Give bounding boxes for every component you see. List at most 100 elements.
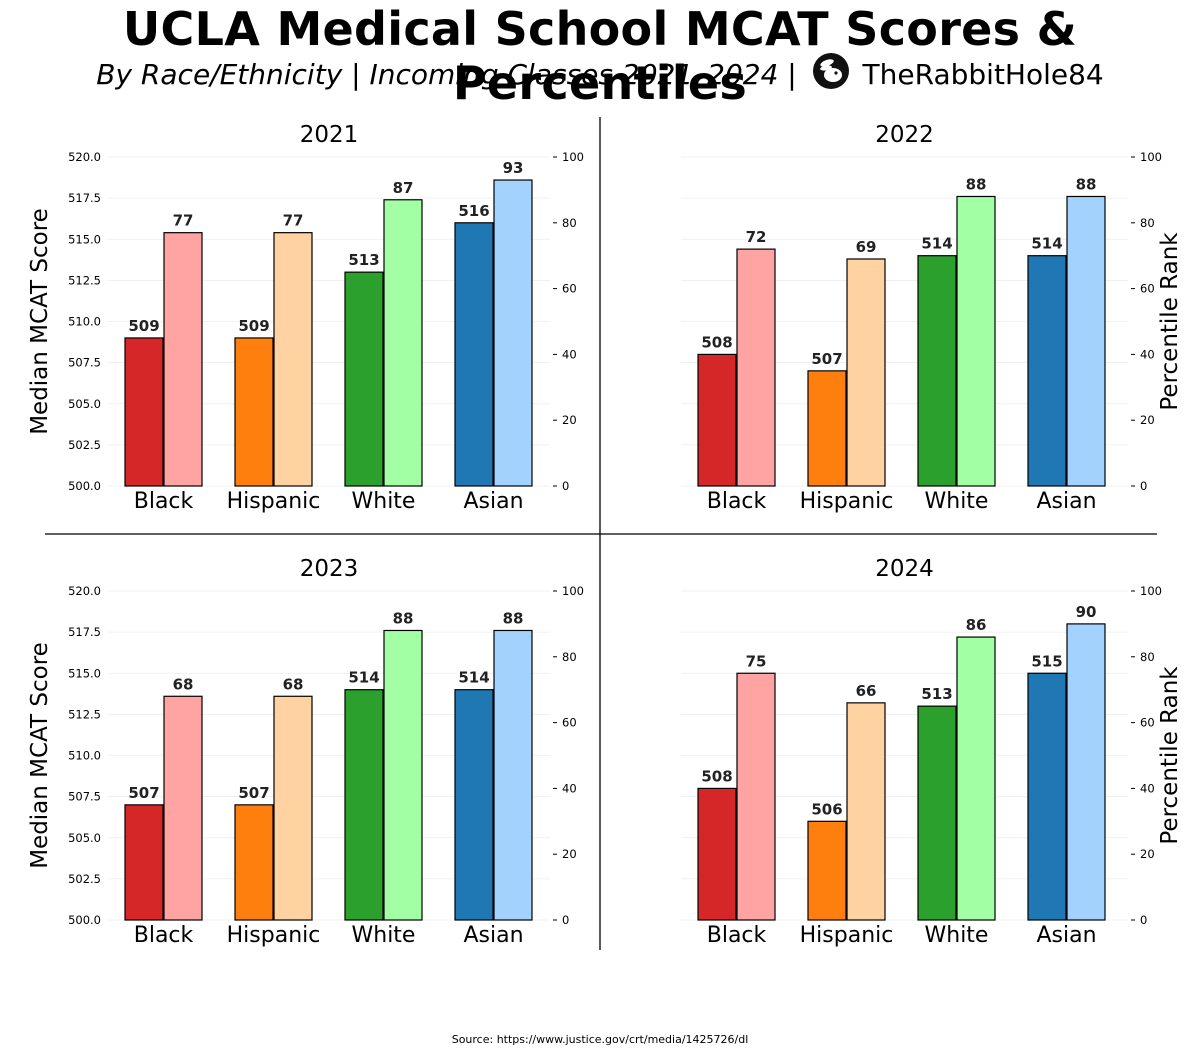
percentile-label-white: 87: [393, 179, 414, 197]
percentile-label-hispanic: 69: [856, 238, 877, 256]
y2-tick-label: 60: [562, 716, 577, 730]
percentile-label-black: 72: [746, 228, 767, 246]
score-label-asian: 514: [1031, 235, 1062, 253]
score-label-asian: 516: [458, 202, 489, 220]
bar-percentile-asian: [493, 179, 533, 487]
y-tick-label: 515.0: [68, 232, 101, 246]
y-tick-label: 507.5: [68, 790, 101, 804]
score-label-hispanic: 509: [238, 317, 269, 335]
score-label-black: 508: [701, 767, 732, 785]
category-label-asian: Asian: [1036, 489, 1096, 514]
bar-percentile-black: [736, 248, 776, 487]
percentile-label-asian: 90: [1076, 603, 1097, 621]
y-tick-label: 500.0: [68, 479, 101, 493]
chart-title: 2023: [300, 556, 359, 582]
page-title: UCLA Medical School MCAT Scores & Percen…: [122, 2, 1078, 110]
y2-tick-label: 60: [1140, 282, 1155, 296]
score-label-white: 513: [348, 251, 379, 269]
bar-percentile-white: [956, 636, 996, 921]
chart-title: 2022: [875, 122, 934, 148]
percentile-label-white: 88: [393, 609, 414, 627]
y-axis-label: Median MCAT Score: [27, 208, 53, 435]
y2-tick-label: 80: [562, 216, 577, 230]
y2-tick-label: 40: [562, 781, 577, 795]
y2-tick-label: 20: [1140, 847, 1155, 861]
chart-title: 2021: [300, 122, 359, 148]
category-label-asian: Asian: [1036, 923, 1096, 948]
y2-tick-label: 60: [1140, 716, 1155, 730]
bar-score-black: [124, 337, 164, 487]
y-tick-label: 520.0: [68, 150, 101, 164]
bar-score-black: [124, 804, 164, 921]
y-tick-label: 510.0: [68, 749, 101, 763]
y-tick-label: 505.0: [68, 397, 101, 411]
score-label-hispanic: 507: [238, 784, 269, 802]
category-label-asian: Asian: [463, 489, 523, 514]
bar-percentile-asian: [1066, 623, 1106, 921]
y-tick-label: 502.5: [68, 438, 101, 452]
percentile-label-black: 75: [746, 652, 767, 670]
y2-axis-label: Percentile Rank: [1157, 666, 1183, 845]
bar-score-black: [697, 787, 737, 921]
category-label-white: White: [925, 923, 989, 948]
subtitle: By Race/Ethnicity | Incoming Classes 202…: [0, 52, 1200, 93]
category-label-asian: Asian: [463, 923, 523, 948]
bar-percentile-hispanic: [273, 232, 313, 487]
bar-score-hispanic: [234, 804, 274, 921]
y-tick-label: 512.5: [68, 707, 101, 721]
y-tick-label: 517.5: [68, 191, 101, 205]
score-label-asian: 514: [458, 669, 489, 687]
score-label-white: 514: [921, 235, 952, 253]
category-label-black: Black: [134, 923, 194, 948]
percentile-label-hispanic: 77: [283, 212, 304, 230]
y2-tick-label: 100: [562, 150, 584, 164]
bar-score-hispanic: [807, 370, 847, 487]
rabbit-logo-icon: [812, 53, 849, 89]
bar-score-white: [344, 271, 384, 487]
y-tick-label: 515.0: [68, 666, 101, 680]
y-tick-label: 510.0: [68, 315, 101, 329]
category-label-white: White: [352, 923, 416, 948]
bar-score-white: [344, 689, 384, 921]
percentile-label-hispanic: 66: [856, 682, 877, 700]
score-label-asian: 515: [1031, 652, 1062, 670]
y2-tick-label: 20: [1140, 413, 1155, 427]
y-tick-label: 507.5: [68, 356, 101, 370]
y2-tick-label: 80: [562, 650, 577, 664]
y2-tick-label: 100: [1140, 150, 1162, 164]
score-label-white: 514: [348, 669, 379, 687]
score-label-hispanic: 506: [811, 800, 842, 818]
subtitle-text: By Race/Ethnicity | Incoming Classes 202…: [96, 58, 797, 91]
y2-tick-label: 60: [562, 282, 577, 296]
bar-percentile-asian: [493, 629, 533, 921]
bar-score-black: [697, 353, 737, 487]
percentile-label-black: 68: [173, 675, 194, 693]
y2-tick-label: 20: [562, 847, 577, 861]
category-label-black: Black: [134, 489, 194, 514]
source-note: Source: https://www.justice.gov/crt/medi…: [451, 1033, 749, 1046]
y2-tick-label: 20: [562, 413, 577, 427]
bar-score-asian: [1027, 672, 1067, 921]
bar-percentile-hispanic: [846, 258, 886, 487]
brand-name: TheRabbitHole84: [862, 58, 1104, 91]
bar-percentile-white: [956, 195, 996, 487]
percentile-label-white: 86: [966, 616, 987, 634]
y2-tick-label: 80: [1140, 216, 1155, 230]
y-tick-label: 520.0: [68, 584, 101, 598]
bar-score-asian: [454, 689, 494, 921]
y-tick-label: 505.0: [68, 831, 101, 845]
y2-tick-label: 100: [562, 584, 584, 598]
bar-percentile-black: [163, 232, 203, 487]
bar-score-white: [917, 705, 957, 921]
bar-score-hispanic: [234, 337, 274, 487]
y-tick-label: 512.5: [68, 273, 101, 287]
category-label-black: Black: [707, 489, 767, 514]
y2-tick-label: 40: [1140, 347, 1155, 361]
bar-percentile-hispanic: [846, 702, 886, 921]
score-label-white: 513: [921, 685, 952, 703]
y-tick-label: 517.5: [68, 625, 101, 639]
y2-tick-label: 40: [562, 347, 577, 361]
y2-tick-label: 80: [1140, 650, 1155, 664]
percentile-label-black: 77: [173, 212, 194, 230]
